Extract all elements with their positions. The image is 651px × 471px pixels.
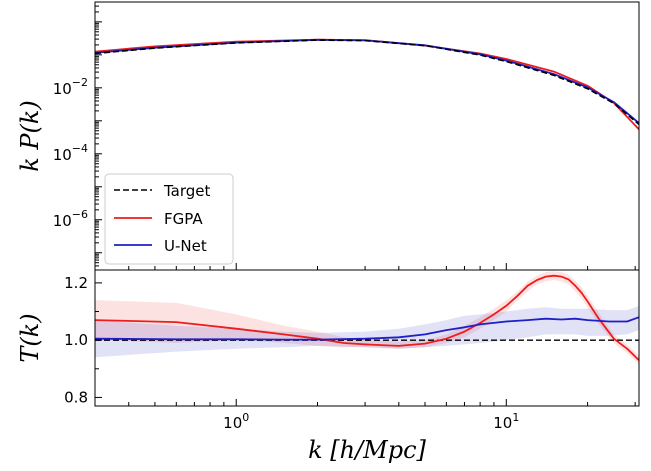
x-tick-label: 101 xyxy=(493,411,519,432)
band-u-net xyxy=(95,305,639,358)
top-series-u-net xyxy=(95,38,639,124)
bottom-frame xyxy=(94,269,640,407)
top-series-target xyxy=(95,39,639,126)
top-ticks: 10−2 10−4 10−6 xyxy=(53,1,636,271)
legend-target-label: Target xyxy=(163,182,211,200)
bottom-ylabel: T(k) xyxy=(16,313,44,362)
bottom-y-tick-label: 1.2 xyxy=(64,274,88,292)
x-tick-label: 100 xyxy=(223,411,249,432)
top-y-tick-label: 10−2 xyxy=(53,76,88,98)
legend-box xyxy=(104,173,234,265)
legend-fgpa-label: FGPA xyxy=(164,210,203,228)
band-fgpa xyxy=(95,271,639,365)
top-y-tick-label: 10−4 xyxy=(53,142,88,164)
bottom-y-tick-label: 1.0 xyxy=(64,331,88,349)
legend-unet-label: U-Net xyxy=(164,237,207,255)
bottom-panel: 100 101 0.8 1.0 1.2 T(k) k [h/Mpc] xyxy=(16,269,640,464)
bottom-ticks: 100 101 0.8 1.0 1.2 xyxy=(64,274,636,432)
bottom-y-tick-label: 0.8 xyxy=(64,388,88,406)
top-series-fgpa xyxy=(95,38,639,131)
top-y-tick-label: 10−6 xyxy=(53,208,88,230)
legend: Target FGPA U-Net xyxy=(104,173,234,265)
x-axis-label: k [h/Mpc] xyxy=(308,436,426,464)
ratio-series-u-net xyxy=(95,316,639,341)
top-ylabel: k P(k) xyxy=(16,100,44,172)
top-series-group xyxy=(95,38,639,131)
bottom-series-group xyxy=(95,271,639,365)
top-panel: 10−2 10−4 10−6 k P(k) xyxy=(16,1,640,271)
ratio-series-fgpa xyxy=(95,274,639,361)
